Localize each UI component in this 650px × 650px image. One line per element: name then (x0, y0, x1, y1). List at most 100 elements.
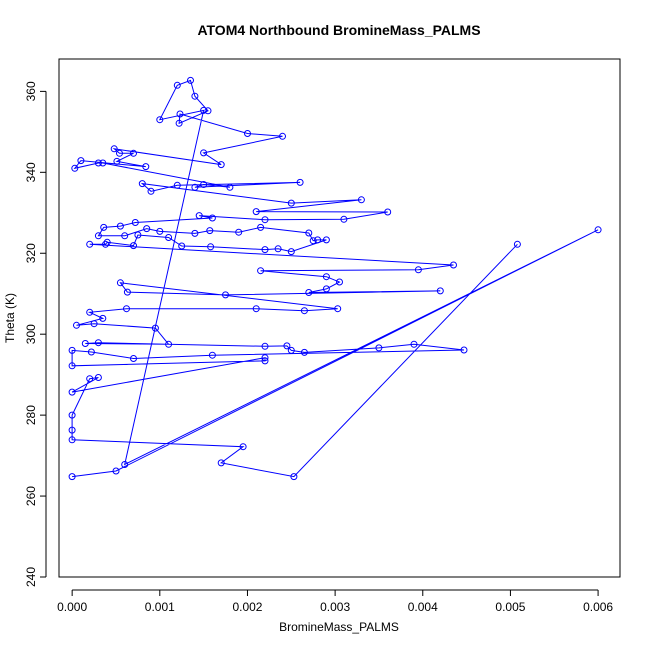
data-point (305, 229, 313, 237)
data-point (165, 234, 173, 241)
data-point (340, 215, 348, 223)
plot-frame (58, 58, 621, 578)
data-point (296, 178, 304, 186)
data-point (147, 187, 155, 195)
data-point (99, 314, 107, 322)
data-point (90, 320, 98, 328)
data-point (86, 308, 94, 316)
data-point (68, 362, 76, 370)
data-point (261, 216, 269, 224)
data-point (513, 240, 521, 248)
data-point (121, 232, 129, 240)
x-axis-label: BromineMass_PALMS (279, 620, 399, 634)
series-line (71, 79, 599, 478)
chart-title: ATOM4 Northbound BromineMass_PALMS (197, 22, 480, 38)
data-point (200, 149, 208, 157)
data-point (252, 208, 260, 216)
data-point (191, 229, 199, 237)
data-point (261, 342, 269, 350)
data-point (116, 222, 124, 230)
data-point (252, 305, 260, 313)
data-point (261, 246, 269, 254)
data-point (138, 180, 146, 188)
y-tick-label: 280 (24, 405, 38, 425)
data-point (68, 436, 76, 444)
data-point (290, 473, 298, 481)
data-point (191, 183, 199, 191)
x-tick-label: 0.005 (495, 600, 525, 614)
data-point (68, 388, 76, 396)
data-point (71, 164, 79, 172)
data-point (173, 81, 181, 89)
data-point (244, 130, 251, 137)
data-point (143, 225, 151, 233)
data-point (450, 261, 457, 269)
data-point (102, 240, 109, 248)
data-point (410, 340, 418, 348)
data-point (261, 354, 269, 362)
data-point (81, 340, 89, 347)
data-point (130, 355, 137, 362)
x-axis: 0.000 0.001 0.002 0.003 0.004 0.005 0.006 (57, 589, 613, 614)
data-point (68, 473, 76, 481)
data-point (300, 307, 308, 315)
data-point (287, 248, 295, 256)
data-point (131, 219, 139, 226)
data-point (156, 227, 164, 235)
data-point (94, 232, 102, 240)
y-tick-label: 340 (24, 162, 38, 182)
data-point (173, 181, 181, 189)
data-point (207, 243, 215, 251)
data-point (130, 242, 137, 250)
data-point (257, 223, 265, 231)
data-point (314, 236, 322, 244)
data-point (113, 157, 121, 165)
data-point (87, 348, 95, 356)
data-point (73, 321, 80, 329)
y-tick-label: 240 (24, 567, 38, 587)
data-point (151, 324, 159, 332)
data-point (156, 116, 164, 124)
data-point (217, 459, 225, 467)
data-point (309, 237, 317, 245)
data-point (208, 214, 216, 222)
data-point (305, 289, 313, 296)
data-point (357, 196, 365, 204)
x-tick-label: 0.006 (583, 600, 613, 614)
y-tick-label: 300 (24, 324, 38, 344)
data-point (226, 183, 234, 191)
data-point (165, 340, 173, 348)
data-point (68, 411, 76, 419)
data-point (142, 163, 150, 171)
data-point (178, 242, 186, 250)
data-point (460, 346, 468, 354)
data-point (200, 181, 208, 188)
data-point (334, 305, 342, 313)
y-tick-label: 360 (24, 81, 38, 101)
data-point (116, 279, 124, 287)
data-point (134, 231, 142, 239)
data-point (287, 199, 295, 207)
data-point (195, 212, 203, 220)
data-point (112, 467, 120, 475)
data-point (94, 339, 102, 347)
x-tick-label: 0.004 (408, 600, 438, 614)
data-point (123, 288, 131, 296)
data-point (86, 375, 94, 383)
data-point (175, 119, 183, 127)
data-point (384, 208, 392, 216)
data-point (77, 157, 85, 165)
data-point (436, 287, 444, 295)
data-point (222, 291, 229, 299)
x-tick-label: 0.000 (57, 600, 87, 614)
data-point (123, 305, 130, 313)
data-point (274, 245, 282, 253)
data-point (336, 278, 343, 286)
data-point (94, 374, 102, 381)
data-point (217, 161, 225, 169)
data-point (68, 426, 76, 434)
data-point (103, 238, 111, 246)
data-point (322, 236, 330, 244)
